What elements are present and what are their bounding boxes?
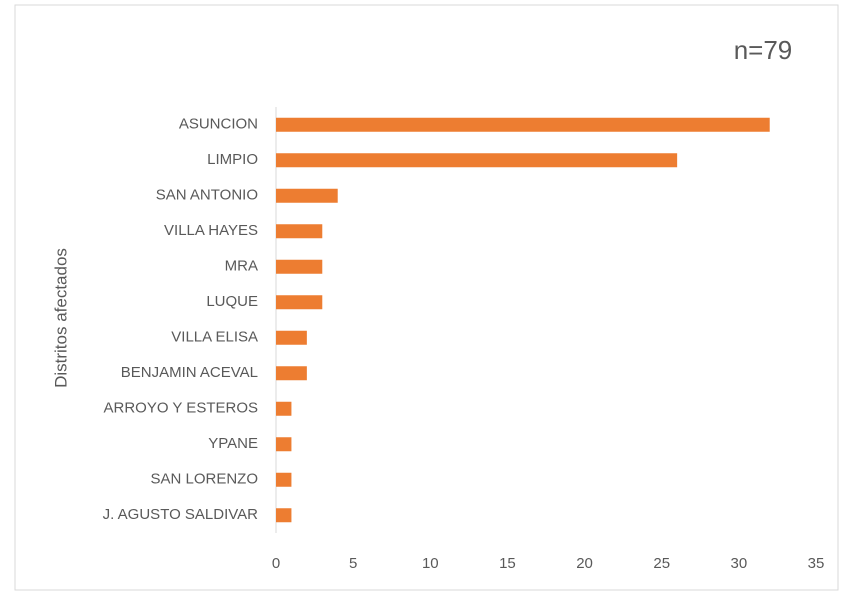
x-tick-label: 25 bbox=[653, 555, 670, 572]
y-tick-label: BENJAMIN ACEVAL bbox=[121, 364, 258, 381]
y-tick-label: LIMPIO bbox=[207, 151, 258, 168]
y-tick-label: SAN LORENZO bbox=[150, 471, 258, 488]
bar bbox=[276, 330, 307, 345]
y-tick-label: ASUNCION bbox=[179, 116, 258, 133]
y-tick-label: SAN ANTONIO bbox=[156, 187, 258, 204]
y-tick-label: VILLA ELISA bbox=[171, 329, 258, 346]
x-tick-label: 20 bbox=[576, 555, 593, 572]
bar bbox=[276, 401, 292, 416]
y-axis-label: Distritos afectados bbox=[51, 248, 70, 388]
bar bbox=[276, 153, 678, 168]
bar bbox=[276, 224, 323, 239]
chart-frame bbox=[14, 4, 839, 591]
bar bbox=[276, 437, 292, 452]
x-tick-label: 5 bbox=[349, 555, 357, 572]
y-tick-label: VILLA HAYES bbox=[164, 222, 258, 239]
x-tick-label: 30 bbox=[731, 555, 748, 572]
bar bbox=[276, 188, 338, 203]
x-tick-label: 15 bbox=[499, 555, 516, 572]
x-tick-label: 0 bbox=[272, 555, 280, 572]
bar bbox=[276, 259, 323, 274]
bar bbox=[276, 117, 770, 132]
bar bbox=[276, 508, 292, 523]
y-tick-label: ARROYO Y ESTEROS bbox=[104, 400, 259, 417]
bar bbox=[276, 366, 307, 381]
x-tick-label: 10 bbox=[422, 555, 439, 572]
y-tick-label: J. AGUSTO SALDIVAR bbox=[103, 506, 258, 523]
y-tick-label: LUQUE bbox=[206, 293, 258, 310]
y-tick-label: YPANE bbox=[208, 435, 258, 452]
annotation: n=79 bbox=[734, 35, 793, 65]
bar bbox=[276, 472, 292, 487]
x-tick-label: 35 bbox=[808, 555, 825, 572]
bar bbox=[276, 295, 323, 310]
y-tick-label: MRA bbox=[225, 258, 258, 275]
